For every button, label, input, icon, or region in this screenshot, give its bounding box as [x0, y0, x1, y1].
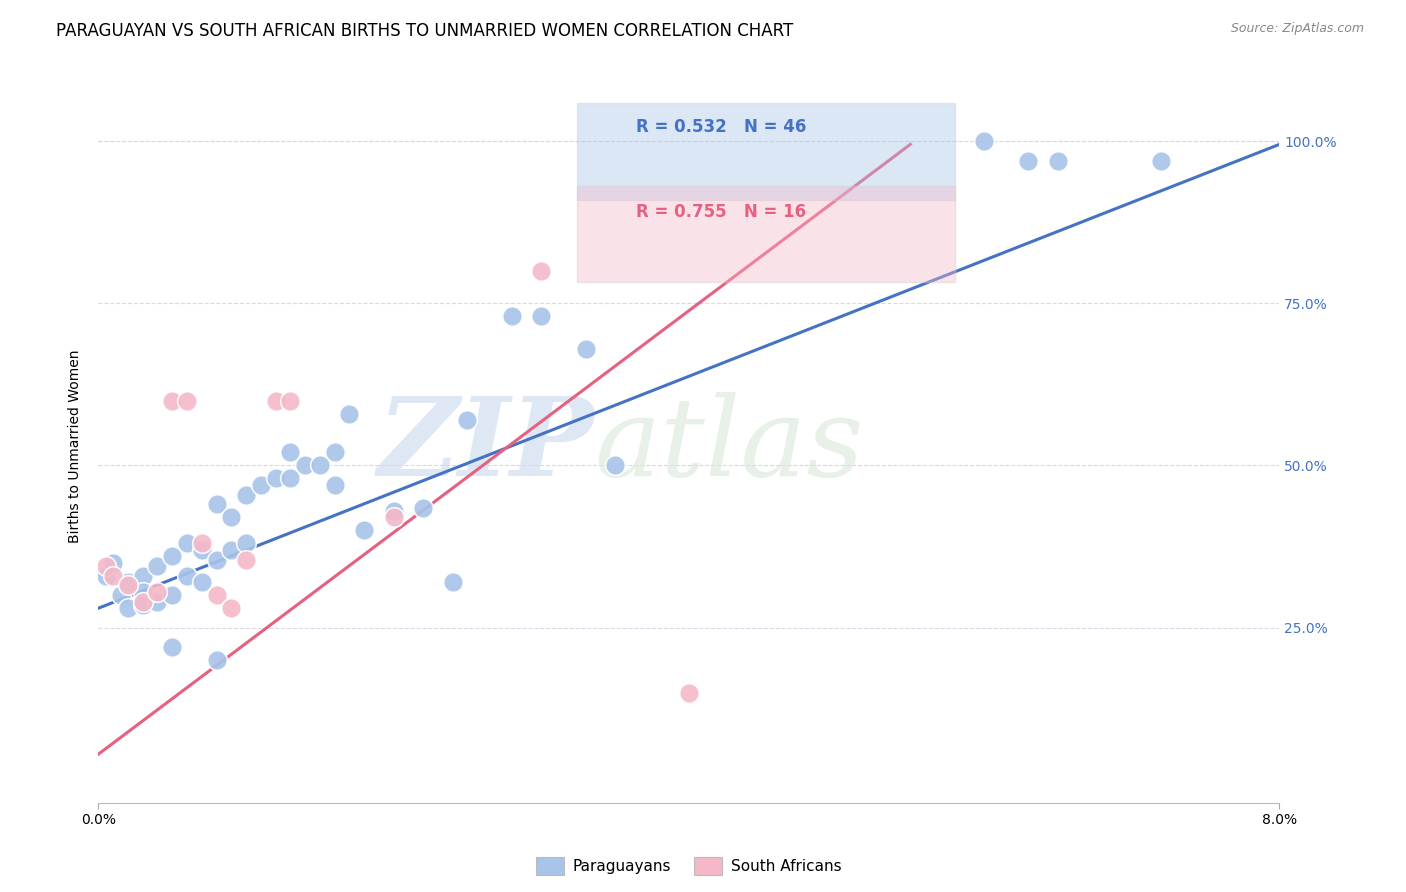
- Point: [132, 585, 155, 599]
- Point: [323, 478, 346, 492]
- Text: R = 0.755   N = 16: R = 0.755 N = 16: [636, 203, 806, 221]
- Point: [94, 559, 117, 574]
- Point: [176, 393, 198, 408]
- Point: [456, 413, 478, 427]
- Point: [235, 488, 257, 502]
- Point: [146, 559, 169, 574]
- Point: [219, 510, 242, 524]
- Point: [382, 504, 405, 518]
- Point: [441, 575, 464, 590]
- Point: [294, 458, 316, 473]
- Point: [132, 595, 155, 609]
- Text: PARAGUAYAN VS SOUTH AFRICAN BIRTHS TO UNMARRIED WOMEN CORRELATION CHART: PARAGUAYAN VS SOUTH AFRICAN BIRTHS TO UN…: [56, 22, 793, 40]
- Point: [1017, 153, 1039, 168]
- Point: [264, 393, 287, 408]
- Point: [574, 342, 596, 356]
- Point: [278, 471, 302, 485]
- Text: R = 0.532   N = 46: R = 0.532 N = 46: [636, 118, 806, 136]
- Point: [205, 588, 228, 602]
- Point: [678, 685, 700, 699]
- Point: [219, 601, 242, 615]
- Point: [382, 510, 405, 524]
- Point: [530, 310, 553, 324]
- Point: [205, 552, 228, 566]
- Point: [278, 393, 302, 408]
- FancyBboxPatch shape: [576, 186, 955, 282]
- Point: [308, 458, 332, 473]
- Text: Source: ZipAtlas.com: Source: ZipAtlas.com: [1230, 22, 1364, 36]
- Point: [973, 134, 995, 148]
- Point: [103, 556, 125, 570]
- Point: [250, 478, 273, 492]
- Point: [191, 536, 214, 550]
- Point: [162, 393, 183, 408]
- Text: ZIP: ZIP: [378, 392, 595, 500]
- Point: [132, 598, 155, 612]
- Point: [1046, 153, 1069, 168]
- Point: [1150, 153, 1173, 168]
- Point: [412, 500, 434, 515]
- Point: [191, 542, 214, 557]
- Point: [176, 568, 198, 582]
- Text: atlas: atlas: [595, 392, 865, 500]
- Point: [353, 524, 375, 538]
- Point: [162, 640, 183, 654]
- Point: [605, 458, 627, 473]
- Point: [530, 264, 553, 278]
- Point: [132, 568, 155, 582]
- Point: [146, 585, 169, 599]
- Point: [94, 568, 117, 582]
- Point: [219, 542, 242, 557]
- Point: [110, 588, 132, 602]
- Point: [205, 653, 228, 667]
- Point: [191, 575, 214, 590]
- Point: [264, 471, 287, 485]
- Point: [235, 536, 257, 550]
- Point: [162, 549, 183, 564]
- Point: [117, 578, 139, 592]
- Point: [235, 552, 257, 566]
- Point: [205, 497, 228, 511]
- Legend: Paraguayans, South Africans: Paraguayans, South Africans: [530, 851, 848, 880]
- Point: [117, 575, 139, 590]
- Point: [162, 588, 183, 602]
- Point: [146, 595, 169, 609]
- Point: [103, 568, 125, 582]
- Y-axis label: Births to Unmarried Women: Births to Unmarried Women: [69, 350, 83, 542]
- Point: [278, 445, 302, 459]
- Point: [323, 445, 346, 459]
- Point: [337, 407, 360, 421]
- Point: [117, 601, 139, 615]
- Point: [501, 310, 523, 324]
- Point: [176, 536, 198, 550]
- FancyBboxPatch shape: [576, 103, 955, 200]
